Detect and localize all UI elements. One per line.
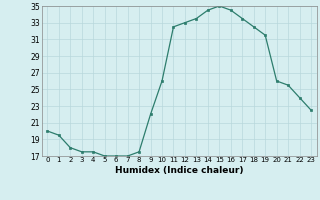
- X-axis label: Humidex (Indice chaleur): Humidex (Indice chaleur): [115, 166, 244, 175]
